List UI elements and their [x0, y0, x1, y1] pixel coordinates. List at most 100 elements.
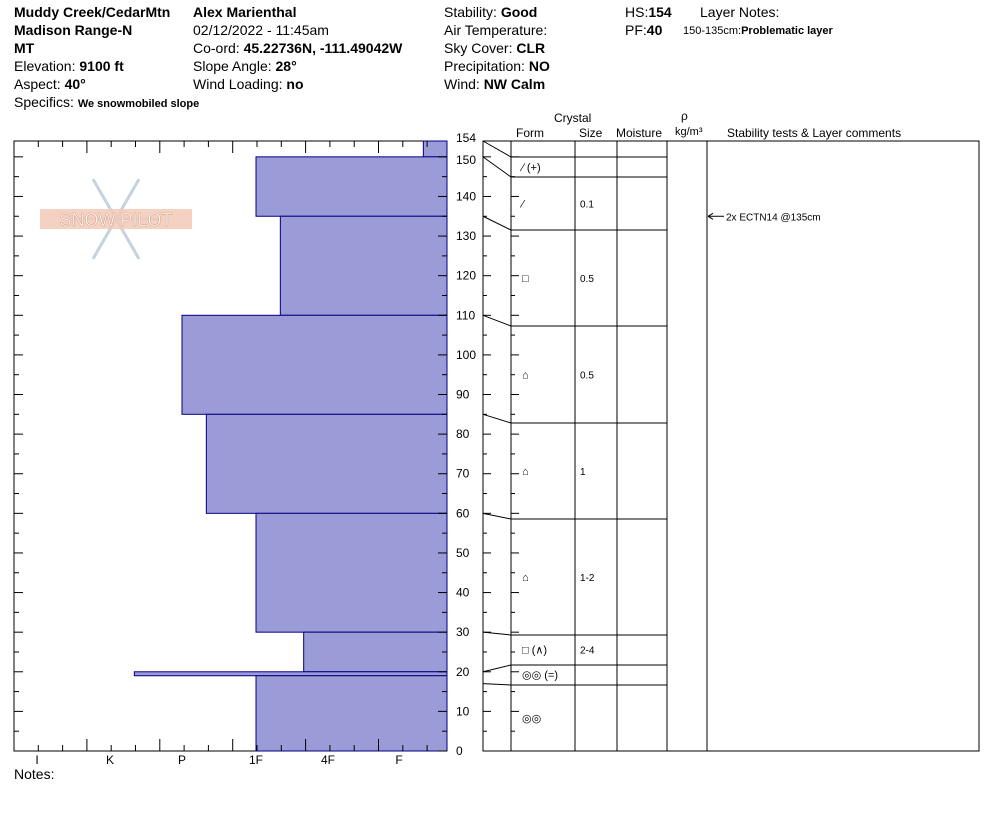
pf-label: PF: — [625, 22, 647, 38]
hardness-bar-1 — [255, 156, 448, 217]
crystal-size-5: 1-2 — [580, 573, 595, 584]
layer-connector-85 — [482, 413, 512, 424]
crystal-form-8: ◎◎ — [522, 713, 541, 725]
notes-label: Notes: — [14, 766, 55, 782]
hardness-label-P: P — [178, 753, 186, 767]
wind-loading-label: Wind Loading: — [193, 76, 283, 92]
depth-label-50: 50 — [456, 546, 470, 560]
depth-label-60: 60 — [456, 506, 470, 520]
crystal-form-4: ⌂ — [522, 466, 529, 478]
crystal-form-3: ⌂ — [522, 370, 529, 382]
form-header: Form — [516, 126, 544, 140]
crystal-size-1: 0.1 — [580, 200, 594, 211]
svg-text:SNOW PILOT: SNOW PILOT — [59, 210, 172, 230]
aspect-value: 40° — [64, 76, 86, 92]
layer-connector-17 — [482, 683, 512, 686]
hardness-bar-6 — [303, 631, 448, 673]
depth-label-150: 150 — [456, 153, 476, 167]
specifics-value: We snowmobiled slope — [77, 98, 200, 110]
layer-notes-label: Layer Notes: — [700, 4, 780, 20]
stability-value: Good — [500, 4, 538, 20]
depth-label-100: 100 — [456, 348, 476, 362]
crystal-size-2: 0.5 — [580, 274, 594, 285]
layer-connector-60 — [482, 512, 512, 520]
specifics-row: Specifics: We snowmobiled slope — [14, 94, 199, 112]
observation-datetime: 02/12/2022 - 11:45am — [193, 22, 329, 38]
rho-header: ρ — [681, 109, 688, 123]
hardness-bar-7 — [133, 671, 448, 677]
pf-row: PF:40 — [625, 22, 662, 38]
wind-loading-value: no — [286, 76, 304, 92]
depth-label-120: 120 — [456, 269, 476, 283]
size-header: Size — [579, 126, 603, 140]
crystal-header: Crystal — [554, 111, 592, 125]
air-temp-row: Air Temperature: — [444, 22, 547, 38]
layer-note-range: 150-135cm: — [683, 25, 742, 37]
slope-row: Slope Angle: 28° — [193, 58, 297, 74]
sky-row: Sky Cover: CLR — [444, 40, 545, 56]
depth-label-80: 80 — [456, 427, 470, 441]
crystal-form-7: ◎◎ (=) — [522, 669, 558, 681]
depth-label-10: 10 — [456, 704, 470, 718]
elevation-row: Elevation: 9100 ft — [14, 58, 124, 74]
moisture-header: Moisture — [616, 126, 663, 140]
layer-panel-frame — [482, 140, 980, 752]
hs-row: HS:154 — [625, 4, 672, 20]
depth-label-140: 140 — [456, 189, 476, 203]
depth-label-154: 154 — [456, 131, 476, 145]
hardness-bar-4 — [205, 413, 448, 514]
hardness-bar-3 — [181, 314, 448, 415]
layer-note-text: Problematic layer — [741, 25, 833, 37]
crystal-size-6: 2-4 — [580, 645, 595, 656]
layer-connector-30 — [482, 631, 512, 636]
state-name: MT — [14, 40, 35, 56]
crystal-form-6: □ (∧) — [522, 644, 547, 656]
sky-label: Sky Cover: — [444, 40, 513, 56]
hardness-label-4F: 4F — [321, 753, 335, 767]
hs-label: HS: — [625, 4, 649, 20]
snowpilot-logo: SNOW PILOT — [40, 178, 192, 260]
hardness-label-K: K — [106, 753, 114, 767]
hardness-label-1F: 1F — [249, 753, 263, 767]
slope-label: Slope Angle: — [193, 58, 272, 74]
crystal-form-5: ⌂ — [522, 572, 529, 584]
wind-value: NW Calm — [483, 76, 546, 92]
depth-label-40: 40 — [456, 586, 470, 600]
depth-label-0: 0 — [456, 744, 463, 758]
layer-connector-110 — [482, 314, 512, 327]
wind-row: Wind: NW Calm — [444, 76, 545, 92]
sky-value: CLR — [516, 40, 546, 56]
aspect-label: Aspect: — [14, 76, 61, 92]
depth-label-90: 90 — [456, 388, 470, 402]
coord-row: Co-ord: 45.22736N, -111.49042W — [193, 40, 402, 56]
specifics-label: Specifics: — [14, 94, 74, 110]
layer-connector-20 — [482, 664, 512, 673]
crystal-size-3: 0.5 — [580, 371, 594, 382]
hs-value: 154 — [648, 4, 672, 20]
coord-label: Co-ord: — [193, 40, 240, 56]
crystal-form-2: □ — [522, 273, 529, 285]
layer-connector-150 — [482, 156, 512, 178]
precip-value: NO — [528, 58, 550, 74]
pf-value: 40 — [646, 22, 663, 38]
wind-loading-row: Wind Loading: no — [193, 76, 304, 92]
crystal-form-0: ⁄ (+) — [519, 162, 541, 174]
stability-arrow-head-0 — [707, 212, 714, 220]
depth-label-70: 70 — [456, 467, 470, 481]
layer-connector-135 — [482, 215, 512, 231]
stability-test-0: 2x ECTN14 @135cm — [726, 212, 821, 223]
hardness-bar-8 — [255, 675, 448, 752]
coord-value: 45.22736N, -111.49042W — [243, 40, 403, 56]
hardness-label-F: F — [395, 753, 402, 767]
aspect-row: Aspect: 40° — [14, 76, 86, 92]
slope-value: 28° — [275, 58, 297, 74]
elevation-value: 9100 ft — [79, 58, 124, 74]
hardness-label-I: I — [35, 753, 38, 767]
wind-label: Wind: — [444, 76, 480, 92]
observer-name: Alex Marienthal — [193, 4, 297, 20]
crystal-form-1: ⁄ — [519, 199, 526, 211]
depth-label-30: 30 — [456, 625, 470, 639]
depth-label-20: 20 — [456, 665, 470, 679]
hardness-bar-5 — [255, 512, 448, 633]
